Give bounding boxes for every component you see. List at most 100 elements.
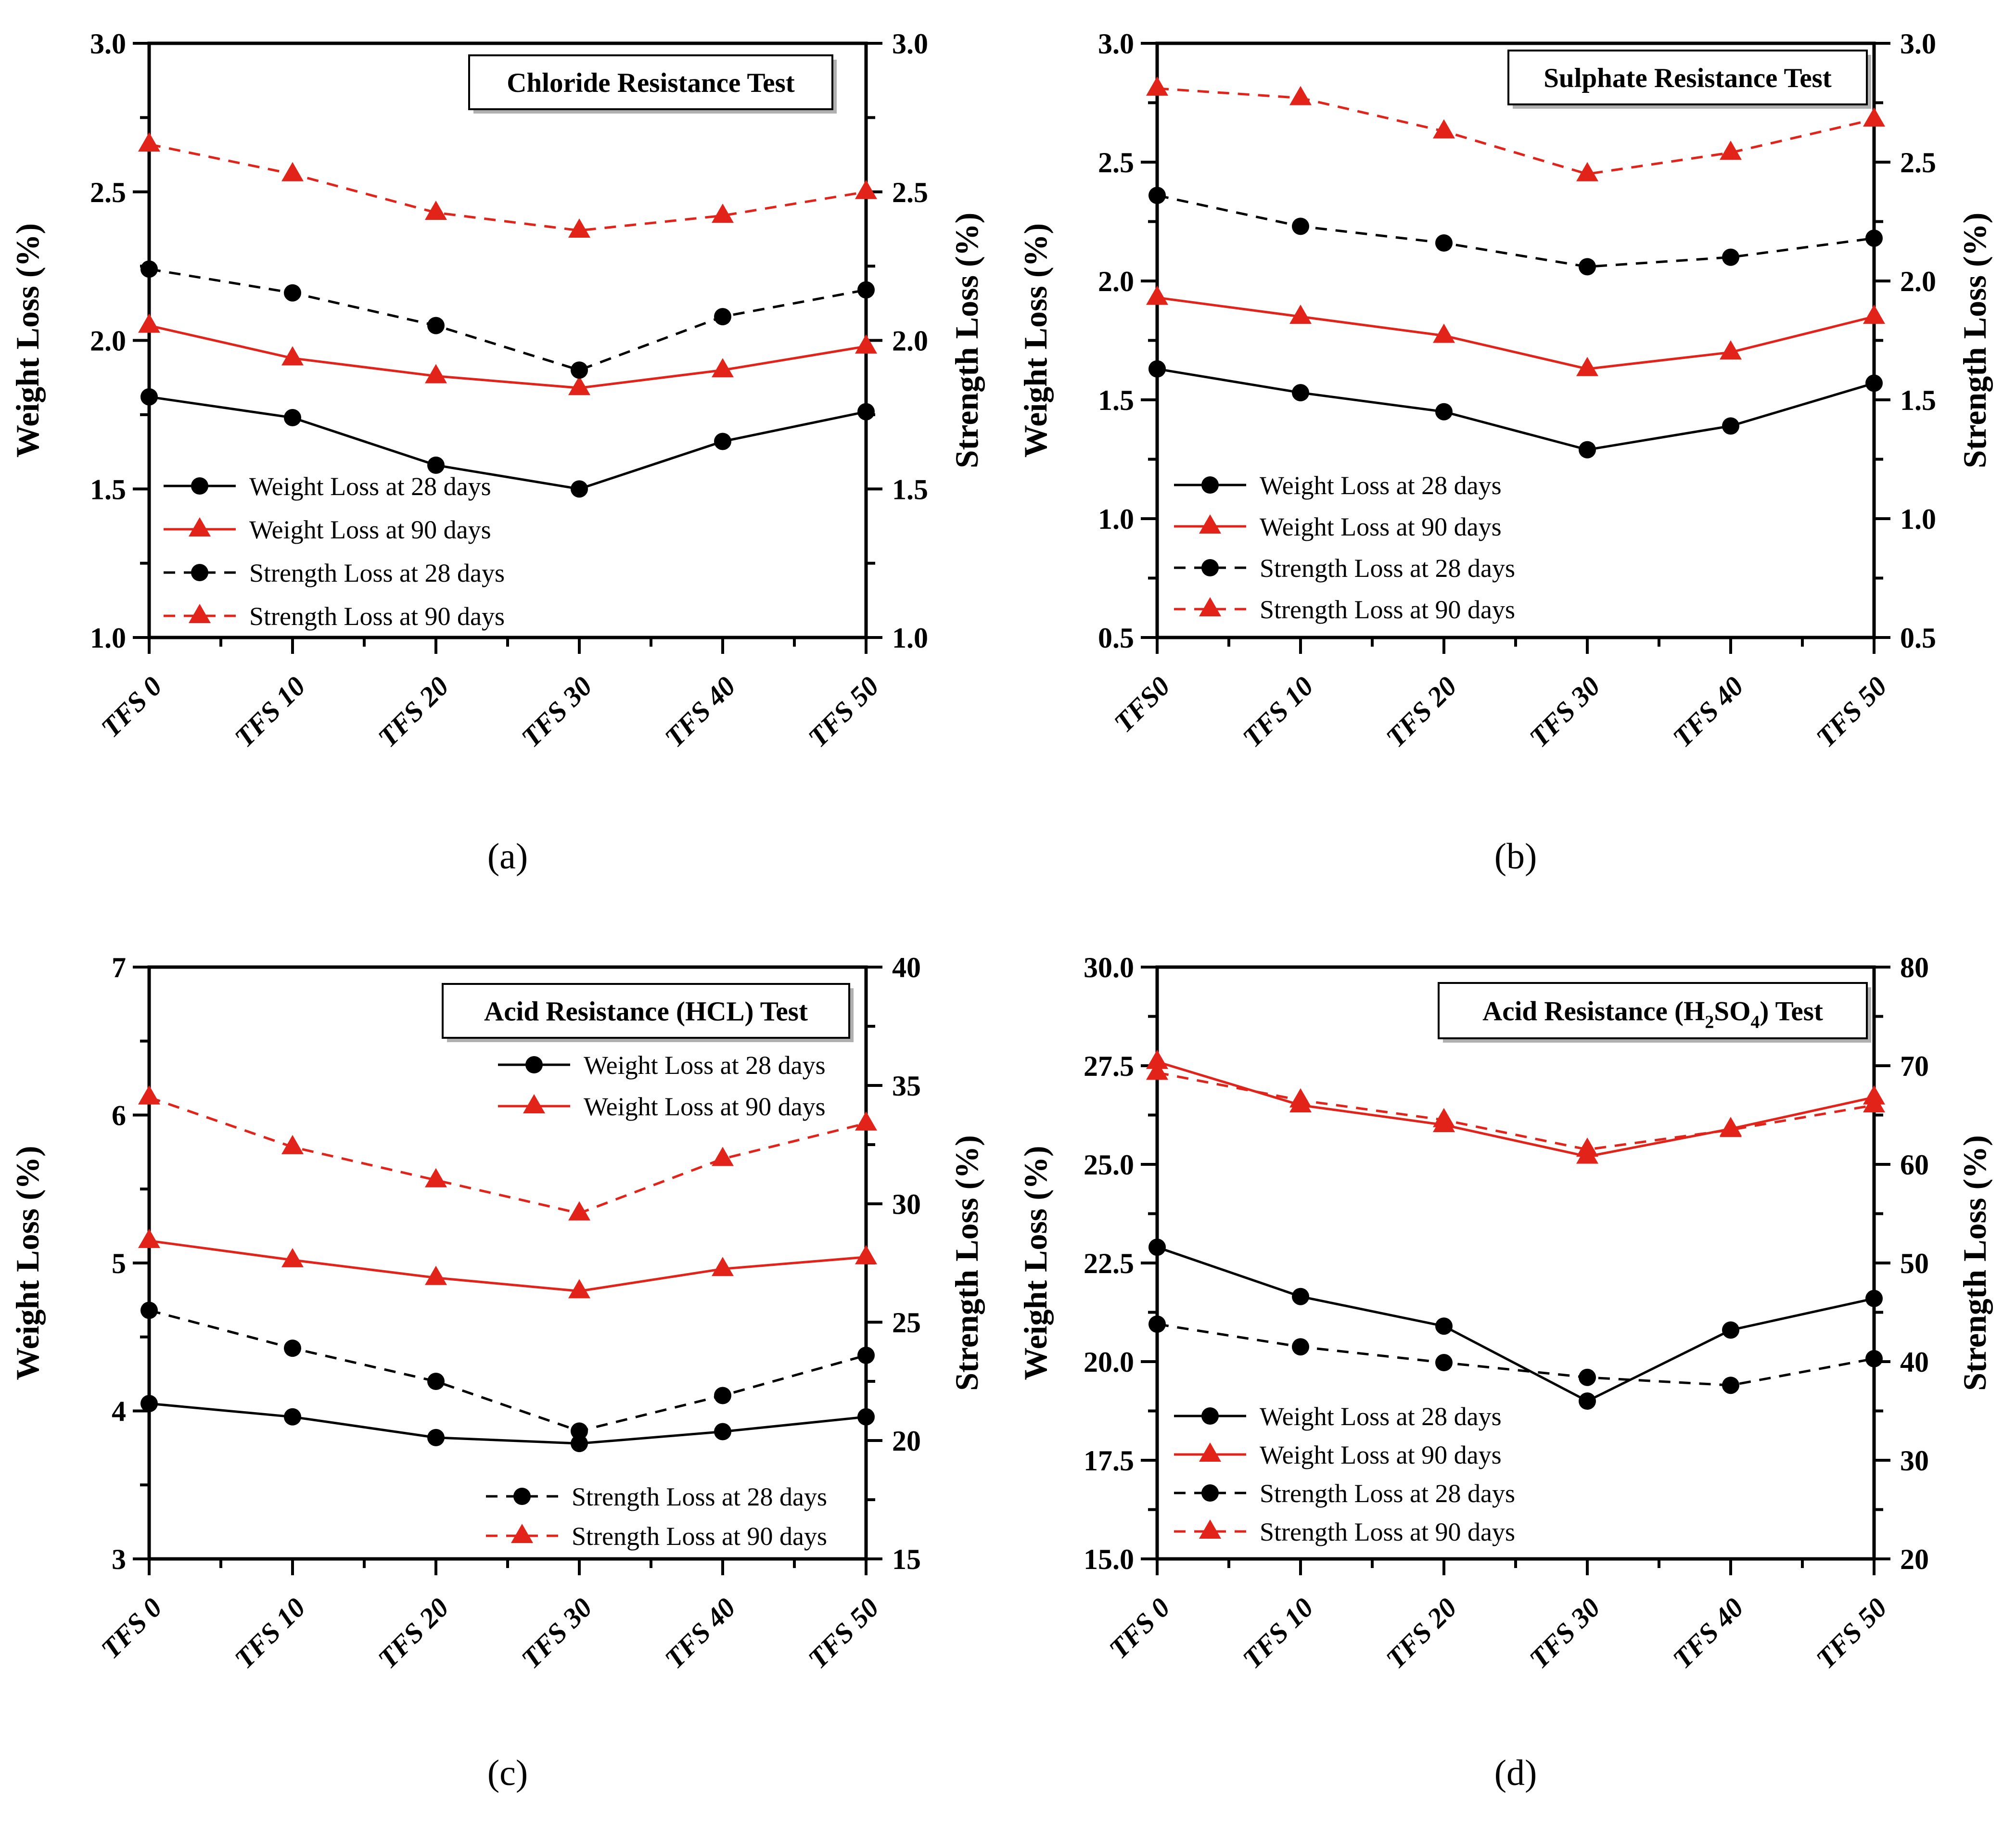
- legend: Weight Loss at 28 days Weight Loss at 90 …: [498, 1051, 826, 1121]
- data-point-triangle: [1720, 1118, 1742, 1137]
- series-line: [149, 1239, 867, 1292]
- data-point-circle: [427, 1429, 445, 1446]
- left-axis-title: Weight Loss (%): [1017, 223, 1054, 458]
- legend-item-label: Weight Loss at 28 days: [1260, 471, 1502, 500]
- data-point-triangle: [1289, 305, 1312, 324]
- x-category-label: TFS 20: [1380, 670, 1463, 753]
- series-line: [1157, 87, 1875, 176]
- legend-item-label: Weight Loss at 28 days: [1260, 1402, 1502, 1431]
- right-tick-label: 3.0: [1900, 28, 1936, 60]
- data-point-circle: [1148, 1315, 1166, 1333]
- panel-title-box: Sulphate Resistance Test: [1507, 50, 1871, 109]
- left-tick-label: 27.5: [1084, 1050, 1134, 1082]
- data-point-circle: [571, 1422, 588, 1440]
- data-point-circle: [140, 388, 158, 406]
- x-category-label: TFS 50: [802, 1592, 885, 1674]
- x-category-label: TFS 10: [229, 1592, 311, 1674]
- x-axis: TFS 0 TFS 10 TFS 20 TFS 30 TFS 40 TFS 50: [95, 638, 885, 753]
- data-point-circle: [1201, 1484, 1219, 1502]
- data-point-circle: [857, 1346, 875, 1364]
- data-point-circle: [427, 317, 445, 334]
- x-category-label: TFS 30: [1523, 670, 1606, 753]
- data-point-triangle: [138, 313, 160, 333]
- panel-c: 3 4 5 6 7 Weight Loss (%) 15 20 25 30 35 40 Strength…: [0, 912, 1008, 1824]
- data-point-triangle: [425, 364, 447, 383]
- panel-d-chart: 15.0 17.5 20.0 22.5 25.0 27.5 30.0 Weight Loss …: [1017, 952, 1993, 1793]
- legend-item-label: Weight Loss at 90 days: [1260, 1441, 1502, 1469]
- series-3: [140, 260, 875, 379]
- panel-sub-label: (d): [1494, 1753, 1537, 1793]
- x-category-label: TFS 20: [1380, 1592, 1463, 1674]
- series-4: [138, 1085, 877, 1221]
- left-tick-label: 3: [112, 1543, 126, 1575]
- data-point-circle: [1579, 1368, 1596, 1386]
- legend-item-label: Weight Loss at 90 days: [249, 515, 491, 544]
- data-point-triangle: [425, 1265, 447, 1285]
- right-axis-title: Strength Loss (%): [948, 213, 985, 468]
- x-category-label: TFS 40: [659, 1592, 741, 1674]
- plot-frame: [1155, 41, 1876, 639]
- data-point-circle: [191, 564, 208, 581]
- legend-item-label: Strength Loss at 28 days: [249, 559, 505, 587]
- data-point-circle: [1201, 559, 1219, 576]
- legend: Weight Loss at 28 days Weight Loss at 90 …: [1174, 1402, 1515, 1546]
- right-tick-label: 2.0: [892, 325, 928, 357]
- data-point-circle: [857, 1408, 875, 1426]
- legend-item-label: Strength Loss at 28 days: [1260, 554, 1515, 583]
- data-point-triangle: [1146, 76, 1168, 96]
- data-point-triangle: [855, 1111, 877, 1131]
- data-point-circle: [1201, 1407, 1219, 1425]
- data-point-circle: [1722, 248, 1739, 266]
- panel-c-chart: 3 4 5 6 7 Weight Loss (%) 15 20 25 30 35 40 Strength…: [9, 952, 985, 1793]
- panel-title: Chloride Resistance Test: [507, 68, 795, 98]
- panel-a-chart: 1.0 1.5 2.0 2.5 3.0 Weight Loss (%) 1.0 1.5 2.0 2…: [9, 28, 985, 877]
- data-point-circle: [427, 1373, 445, 1390]
- right-tick-label: 2.5: [1900, 147, 1936, 179]
- series-2: [138, 1228, 877, 1299]
- data-point-circle: [1722, 1321, 1739, 1339]
- data-point-triangle: [1433, 323, 1455, 343]
- data-point-triangle: [1146, 1060, 1168, 1080]
- data-point-triangle: [189, 604, 211, 623]
- left-tick-label: 4: [112, 1396, 126, 1428]
- left-tick-label: 7: [112, 952, 126, 983]
- data-point-circle: [140, 260, 158, 278]
- right-tick-label: 0.5: [1900, 622, 1936, 654]
- right-tick-label: 35: [892, 1070, 921, 1102]
- series-line: [1157, 1060, 1875, 1158]
- plot-frame: [1155, 965, 1876, 1561]
- data-point-triangle: [855, 179, 877, 199]
- panel-d: 15.0 17.5 20.0 22.5 25.0 27.5 30.0 Weight Loss …: [1008, 912, 2016, 1824]
- series-3: [1148, 1315, 1883, 1394]
- right-axis: 15 20 25 30 35 40 Strength Loss (%): [866, 952, 985, 1575]
- left-axis-title: Weight Loss (%): [9, 223, 46, 458]
- panel-title-box: Chloride Resistance Test: [468, 54, 837, 114]
- data-point-circle: [1865, 374, 1883, 392]
- data-point-circle: [714, 1387, 731, 1404]
- data-point-circle: [1201, 476, 1219, 494]
- x-category-label: TFS 50: [1810, 670, 1893, 753]
- series-line: [1157, 296, 1875, 370]
- left-axis-title: Weight Loss (%): [1017, 1146, 1054, 1380]
- data-point-triangle: [1720, 140, 1742, 160]
- data-point-circle: [571, 361, 588, 379]
- right-tick-label: 30: [1900, 1445, 1929, 1477]
- data-point-triangle: [523, 1094, 545, 1113]
- legend-item-label: Strength Loss at 90 days: [572, 1522, 827, 1551]
- data-point-triangle: [568, 1201, 590, 1221]
- x-category-label: TFS 30: [515, 670, 598, 753]
- series-line: [149, 1309, 867, 1432]
- x-category-label: TFS 20: [372, 670, 455, 753]
- data-point-triangle: [1863, 1093, 1885, 1112]
- panel-title-box: Acid Resistance (HCL) Test: [442, 983, 854, 1042]
- legend-item-label: Strength Loss at 90 days: [1260, 595, 1515, 624]
- legend-item-label: Strength Loss at 28 days: [1260, 1479, 1515, 1508]
- x-axis: TFS0 TFS 10 TFS 20 TFS 30 TFS 40 TFS 50: [1108, 638, 1893, 753]
- series-1: [1148, 1238, 1883, 1410]
- data-point-circle: [284, 1408, 301, 1426]
- data-point-circle: [1148, 360, 1166, 378]
- data-point-circle: [1148, 187, 1166, 204]
- left-tick-label: 30.0: [1084, 952, 1134, 983]
- panel-title: Acid Resistance (HCL) Test: [484, 996, 808, 1027]
- series-4: [138, 132, 877, 238]
